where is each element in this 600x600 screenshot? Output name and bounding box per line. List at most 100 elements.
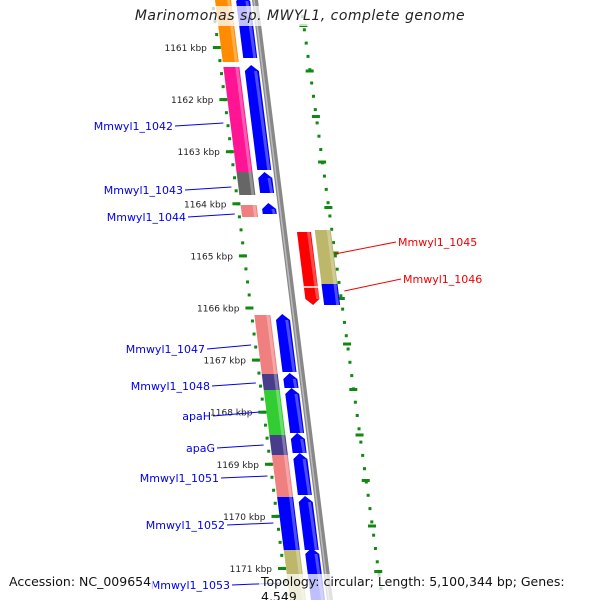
gene-label-Mmwyl1_1053[interactable]: Mmwyl1_1053 [151, 579, 230, 592]
tick-dot [341, 307, 345, 311]
cds-feature [276, 314, 297, 372]
gene-Mmwyl1_1044 [240, 205, 259, 217]
cds-feature [262, 203, 277, 214]
gene-Mmwyl1_1051-shade [283, 455, 293, 497]
gene-label-Mmwyl1_1043[interactable]: Mmwyl1_1043 [104, 184, 183, 197]
gene-label-apaG[interactable]: apaG [186, 442, 215, 455]
cds-feature-body [258, 172, 275, 193]
gene-Mmwyl1_1051-body [271, 455, 294, 497]
kbp-label: 1167 kbp [204, 357, 247, 367]
label-line [220, 475, 268, 479]
tick-dot [375, 560, 379, 564]
gene-Mmwyl1_1042-shade [235, 67, 252, 172]
tick-dot [373, 547, 377, 550]
tick-dot [344, 334, 348, 338]
tick-dot [363, 467, 367, 471]
tick-dot [244, 267, 248, 271]
tick-dot [247, 293, 251, 297]
tick-dot [265, 436, 269, 440]
tick-dot [257, 371, 261, 375]
tick-dot [337, 281, 341, 284]
cds-feature-shade [271, 209, 276, 214]
tick-dot [355, 414, 359, 417]
cds-feature [283, 373, 299, 388]
tick-dot [260, 397, 264, 401]
tick-dot [241, 241, 245, 245]
tick-dot [231, 163, 235, 167]
gene-apaG-body [269, 435, 288, 455]
cds-feature-shade [285, 320, 296, 372]
gene-label-Mmwyl1_1048[interactable]: Mmwyl1_1048 [131, 380, 210, 393]
cds-feature-body [321, 284, 341, 305]
major-tick [349, 388, 358, 391]
tick-dot [361, 453, 365, 457]
map-title: Marinomonas sp. MWYL1, complete genome [0, 6, 600, 26]
tick-dot [226, 124, 230, 128]
gene-Mmwyl1_1047 [254, 315, 278, 374]
major-tick [219, 98, 228, 102]
label-line [174, 122, 224, 127]
tick-dot [302, 28, 306, 32]
tick-dot [346, 347, 350, 351]
cds-feature-body [244, 65, 272, 170]
tick-dot [335, 267, 339, 271]
major-tick [374, 570, 383, 573]
major-tick [336, 297, 345, 300]
cds-feature-shade [294, 394, 304, 433]
gene-Mmwyl1_1047-body [254, 315, 278, 374]
label-line [226, 522, 274, 526]
gene-Mmwyl1_1042-body [223, 67, 253, 172]
tick-dot [250, 319, 254, 323]
tick-dot [263, 423, 267, 427]
cds-feature [321, 284, 341, 305]
label-line [344, 278, 402, 292]
gene-label-apaH[interactable]: apaH [182, 410, 211, 423]
tick-dot [372, 533, 376, 537]
tick-dot [368, 507, 372, 511]
tick-dot [342, 320, 346, 324]
tick-dot [306, 54, 310, 58]
tick-dot [252, 332, 256, 336]
gene-label-Mmwyl1_1042[interactable]: Mmwyl1_1042 [94, 120, 173, 133]
major-tick [361, 479, 370, 482]
tick-dot [315, 121, 319, 125]
kbp-label: 1169 kbp [217, 461, 260, 471]
major-tick [311, 115, 320, 118]
tick-dot [350, 374, 354, 378]
kbp-label: 1171 kbp [230, 565, 273, 575]
tick-dot [339, 294, 343, 298]
tick-dot [276, 527, 280, 531]
major-tick [367, 524, 376, 528]
tick-dot [319, 148, 323, 151]
accession-text: Accession: NC_009654 [7, 574, 154, 589]
cds-feature [258, 172, 275, 193]
label-line [206, 344, 252, 350]
gene-Mmwyl1_1045 [297, 232, 320, 305]
gene-label-Mmwyl1_1046[interactable]: Mmwyl1_1046 [403, 273, 482, 286]
kbp-label: 1166 kbp [197, 305, 240, 315]
kbp-label: 1162 kbp [171, 96, 214, 106]
tick-dot [254, 345, 258, 349]
gene-label-Mmwyl1_1045[interactable]: Mmwyl1_1045 [398, 236, 477, 249]
tick-dot [353, 400, 357, 404]
gene-label-Mmwyl1_1044[interactable]: Mmwyl1_1044 [107, 211, 186, 224]
gene-label-Mmwyl1_1051[interactable]: Mmwyl1_1051 [140, 472, 219, 485]
cds-feature [244, 65, 272, 170]
gene-label-Mmwyl1_1047[interactable]: Mmwyl1_1047 [126, 343, 205, 356]
cds-feature-shade [300, 439, 306, 453]
tick-dot [259, 384, 263, 388]
cds-feature-body [293, 453, 312, 495]
cds-feature-body [283, 373, 299, 388]
gene-Mmwyl1_1046-shade [326, 230, 337, 285]
gene-label-Mmwyl1_1052[interactable]: Mmwyl1_1052 [146, 519, 225, 532]
cds-feature-body [276, 314, 297, 372]
cds-feature-body [262, 203, 277, 214]
tick-dot [234, 189, 238, 193]
tick-dot [280, 553, 284, 557]
gene-Mmwyl1_1052-shade [289, 497, 299, 550]
label-line [184, 186, 232, 191]
gene-Mmwyl1_1045-shade [307, 232, 320, 299]
label-line [216, 444, 264, 449]
cds-feature-shade [333, 284, 340, 305]
